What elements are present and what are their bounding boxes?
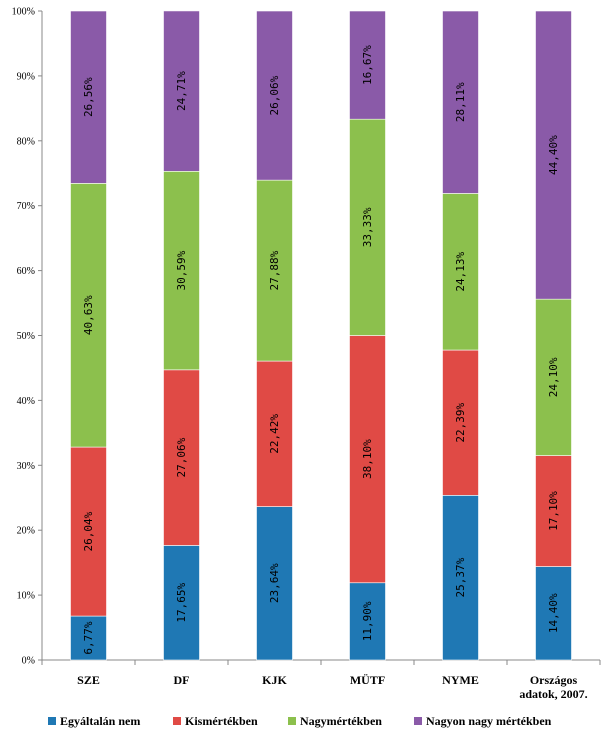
y-tick-label: 10% (17, 591, 35, 602)
data-label: 22,39% (454, 402, 467, 442)
bar-segment (256, 360, 293, 507)
data-label: 33,33% (361, 207, 374, 247)
data-label: 17,10% (547, 491, 560, 531)
data-label: 27,06% (175, 437, 188, 477)
y-tick-label: 100% (12, 7, 35, 18)
bar-segment (70, 446, 107, 617)
data-label: 40,63% (82, 295, 95, 335)
bar-segment (70, 183, 107, 448)
data-label: 17,65% (175, 582, 188, 622)
legend-swatch (48, 717, 56, 725)
bar-segment (349, 335, 386, 584)
bar-segment (70, 615, 107, 661)
y-tick-label: 30% (17, 461, 35, 472)
bar-segment (256, 10, 293, 181)
bar-segment (442, 349, 479, 496)
data-label: 23,64% (268, 563, 281, 603)
data-label: 24,71% (175, 71, 188, 111)
bar-segment (442, 495, 479, 661)
bar-segment (535, 566, 572, 661)
x-category-label: MÜTF (350, 673, 385, 687)
y-tick-label: 80% (17, 136, 35, 147)
legend-swatch (173, 717, 181, 725)
bar-segment (535, 455, 572, 567)
bar-segment (163, 10, 200, 172)
x-category-label: KJK (262, 673, 287, 687)
data-label: 11,90% (361, 601, 374, 641)
chart-data-labels: 6,77% 26,04% 40,63% 26,56% 17,65% 27,06% 30,59… (82, 45, 560, 655)
chart-axes: 0% 10% 20% 30% 40% 50% 60% 70% 80% 90% 100% (12, 7, 601, 667)
x-category-label: NYME (442, 673, 479, 687)
y-tick-label: 20% (17, 526, 35, 537)
x-category-label: SZE (77, 673, 100, 687)
y-tick-label: 40% (17, 396, 35, 407)
data-label: 26,06% (268, 75, 281, 115)
data-label: 22,42% (268, 414, 281, 454)
bar-segment (442, 193, 479, 351)
data-label: 24,13% (454, 251, 467, 291)
legend-swatch (288, 717, 296, 725)
bar-segment (349, 118, 386, 336)
bar-segment (535, 10, 572, 300)
data-label: 6,77% (82, 621, 95, 654)
legend-label: Nagyon nagy mértékben (426, 714, 552, 728)
legend-label: Egyáltalán nem (60, 714, 140, 728)
y-tick-label: 60% (17, 266, 35, 277)
data-label: 14,40% (547, 593, 560, 633)
data-label: 38,10% (361, 439, 374, 479)
legend-swatch (414, 717, 422, 725)
y-tick-label: 70% (17, 201, 35, 212)
y-tick-label: 50% (17, 331, 35, 342)
bar-segment (256, 179, 293, 362)
data-label: 26,56% (82, 77, 95, 117)
legend-label: Kismértékben (185, 714, 258, 728)
x-category-label: adatok, 2007. (519, 687, 587, 701)
x-category-label: Országos (530, 673, 578, 687)
bar-segment (70, 10, 107, 184)
bar-segment (349, 582, 386, 661)
data-label: 27,88% (268, 250, 281, 290)
data-label: 30,59% (175, 250, 188, 290)
legend-label: Nagymértékben (300, 714, 382, 728)
data-label: 16,67% (361, 45, 374, 85)
data-label: 44,40% (547, 135, 560, 175)
chart-bars (70, 10, 572, 661)
data-label: 26,04% (82, 511, 95, 551)
bar-segment (163, 171, 200, 371)
bar-segment (535, 298, 572, 456)
data-label: 24,10% (547, 357, 560, 397)
x-category-label: DF (174, 673, 190, 687)
y-tick-label: 90% (17, 71, 35, 82)
chart-legend: Egyáltalán nem Kismértékben Nagymértékben N… (48, 714, 552, 728)
bar-segment (256, 506, 293, 661)
y-tick-label: 0% (22, 656, 35, 667)
bar-segment (349, 10, 386, 120)
bar-segment (442, 10, 479, 194)
bar-segment (163, 369, 200, 546)
data-label: 25,37% (454, 557, 467, 597)
data-label: 28,11% (454, 82, 467, 122)
